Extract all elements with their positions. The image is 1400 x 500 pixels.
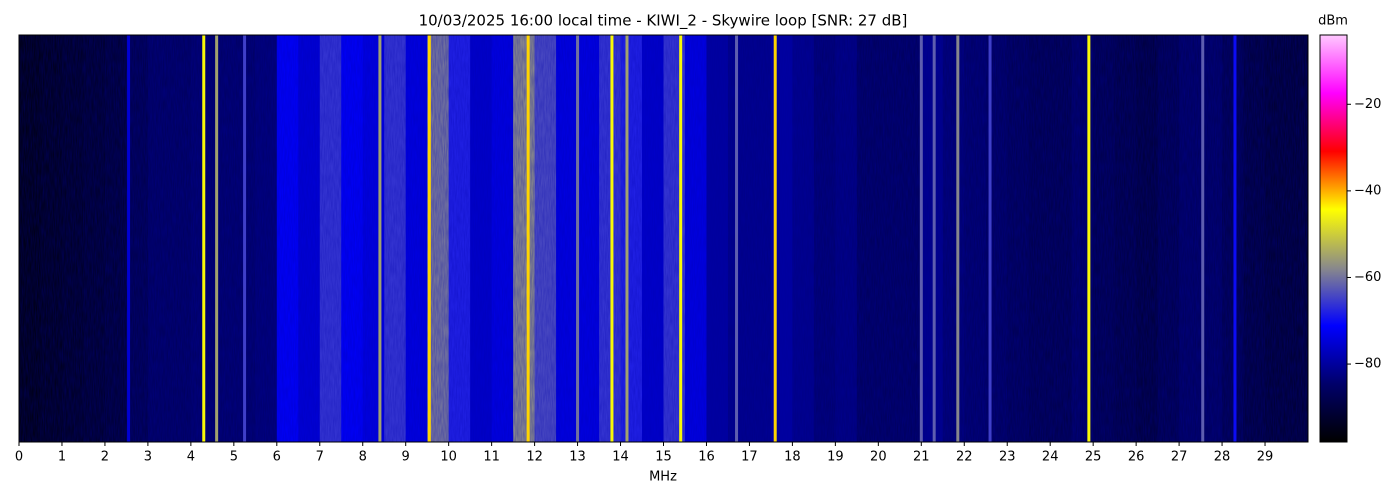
carrier-line bbox=[1201, 35, 1205, 442]
x-tick-label: 11 bbox=[483, 450, 500, 465]
x-tick-label: 0 bbox=[15, 450, 23, 465]
x-tick-label: 15 bbox=[655, 450, 672, 465]
colorbar-label: dBm bbox=[1318, 14, 1348, 29]
x-tick-label: 19 bbox=[827, 450, 844, 465]
plot-area bbox=[19, 35, 1309, 442]
x-tick-label: 7 bbox=[316, 450, 324, 465]
carrier-line bbox=[735, 35, 739, 442]
carrier-line bbox=[773, 35, 777, 442]
x-tick-label: 8 bbox=[359, 450, 367, 465]
carrier-line bbox=[127, 35, 131, 442]
carrier-line bbox=[576, 35, 580, 442]
carrier-line bbox=[956, 35, 960, 442]
carrier-line bbox=[243, 35, 247, 442]
x-tick-label: 20 bbox=[870, 450, 887, 465]
carrier-line bbox=[932, 35, 936, 442]
x-tick-label: 3 bbox=[144, 450, 152, 465]
x-axis-label: MHz bbox=[649, 470, 677, 485]
carrier-line bbox=[427, 35, 431, 442]
x-tick-label: 14 bbox=[612, 450, 629, 465]
x-tick-label: 24 bbox=[1042, 450, 1059, 465]
x-tick-label: 13 bbox=[569, 450, 586, 465]
x-tick-label: 17 bbox=[741, 450, 758, 465]
noise-texture bbox=[19, 35, 1308, 442]
x-tick-label: 5 bbox=[230, 450, 238, 465]
x-tick-label: 22 bbox=[956, 450, 973, 465]
x-tick-label: 21 bbox=[913, 450, 930, 465]
carrier-line bbox=[378, 35, 382, 442]
x-tick-label: 18 bbox=[784, 450, 801, 465]
colorbar-tick-label: −40 bbox=[1354, 183, 1381, 198]
carrier-line bbox=[625, 35, 629, 442]
x-tick-label: 29 bbox=[1257, 450, 1274, 465]
x-tick-label: 6 bbox=[273, 450, 281, 465]
x-tick-label: 27 bbox=[1171, 450, 1188, 465]
colorbar-tick-label: −60 bbox=[1354, 270, 1381, 285]
x-tick-label: 4 bbox=[187, 450, 195, 465]
x-tick-label: 1 bbox=[58, 450, 66, 465]
x-tick-label: 12 bbox=[526, 450, 543, 465]
carrier-line bbox=[1233, 35, 1237, 442]
x-tick-label: 25 bbox=[1085, 450, 1102, 465]
colorbar bbox=[1319, 34, 1348, 443]
x-tick-label: 10 bbox=[440, 450, 457, 465]
carrier-line bbox=[988, 35, 992, 442]
colorbar-tick-label: −20 bbox=[1354, 97, 1381, 112]
carrier-line bbox=[919, 35, 923, 442]
colorbar-tick-label: −80 bbox=[1354, 357, 1381, 372]
x-tick-label: 16 bbox=[698, 450, 715, 465]
chart-title: 10/03/2025 16:00 local time - KIWI_2 - S… bbox=[419, 12, 908, 31]
x-tick-label: 9 bbox=[402, 450, 410, 465]
x-tick-label: 28 bbox=[1214, 450, 1231, 465]
carrier-line bbox=[526, 35, 530, 442]
carrier-line bbox=[679, 35, 683, 442]
x-tick-label: 2 bbox=[101, 450, 109, 465]
carrier-line bbox=[215, 35, 219, 442]
carrier-line bbox=[1087, 35, 1091, 442]
x-tick-label: 23 bbox=[999, 450, 1016, 465]
carrier-line bbox=[610, 35, 614, 442]
carrier-line bbox=[202, 35, 206, 442]
x-tick-label: 26 bbox=[1128, 450, 1145, 465]
